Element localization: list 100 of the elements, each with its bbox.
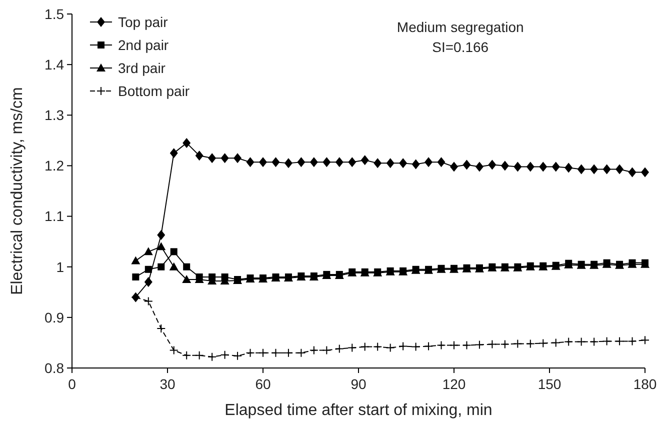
point: [424, 157, 433, 168]
point: [182, 350, 192, 360]
x-axis-title: Elapsed time after start of mixing, min: [224, 402, 492, 419]
point: [284, 348, 293, 358]
x-tick-label: 180: [633, 376, 657, 392]
point: [436, 340, 446, 350]
point: [272, 157, 280, 168]
point: [386, 343, 395, 352]
point: [246, 348, 255, 358]
point: [462, 340, 472, 350]
y-tick-label: 1.3: [44, 107, 64, 124]
point: [616, 164, 624, 174]
point: [220, 153, 229, 164]
point: [526, 162, 534, 172]
point: [310, 157, 318, 168]
point: [259, 157, 267, 168]
point: [450, 162, 458, 172]
point: [132, 273, 140, 280]
point: [335, 157, 344, 168]
point: [640, 336, 650, 345]
annotation: SI=0.166: [432, 39, 489, 55]
point: [170, 248, 178, 256]
x-tick-label: 120: [442, 376, 466, 392]
point: [208, 352, 217, 362]
point: [170, 148, 178, 158]
y-tick-label: 0.9: [44, 309, 64, 326]
y-tick-label: 1.1: [44, 208, 64, 224]
legend-label: 2nd pair: [118, 36, 169, 53]
y-tick-label: 1: [56, 258, 64, 275]
point: [488, 160, 496, 170]
point: [411, 342, 420, 352]
point: [386, 158, 394, 168]
point: [157, 230, 166, 240]
point: [500, 160, 509, 171]
point: [284, 158, 292, 168]
point: [628, 336, 637, 346]
point: [424, 342, 434, 351]
y-tick-label: 1.5: [44, 6, 64, 22]
x-tick-label: 60: [255, 376, 271, 392]
point: [334, 344, 344, 354]
point: [158, 263, 165, 270]
x-tick-label: 90: [350, 376, 366, 392]
point: [220, 350, 230, 360]
point: [539, 162, 548, 172]
y-tick-label: 1.4: [44, 56, 64, 72]
point: [194, 350, 204, 360]
point: [182, 275, 192, 283]
point: [348, 343, 357, 352]
x-tick-label: 0: [68, 376, 76, 392]
x-tick-label: 30: [160, 376, 176, 392]
point: [144, 266, 152, 273]
point: [602, 336, 612, 346]
point: [296, 348, 306, 358]
point: [398, 342, 408, 351]
point: [564, 337, 574, 346]
point: [450, 340, 458, 350]
point: [590, 337, 599, 346]
point: [488, 340, 497, 349]
legend-label: Top pair: [118, 14, 168, 30]
point: [590, 164, 598, 174]
point: [641, 167, 649, 178]
point: [552, 162, 560, 172]
point: [500, 340, 510, 349]
x-tick-label: 150: [538, 376, 562, 392]
annotation: Medium segregation: [396, 19, 524, 35]
point: [564, 162, 573, 173]
point: [169, 262, 178, 270]
point: [576, 337, 586, 346]
point: [526, 339, 535, 348]
point: [348, 157, 356, 168]
point: [538, 338, 548, 348]
point: [233, 351, 242, 360]
point: [309, 346, 318, 355]
point: [246, 157, 254, 168]
point: [131, 256, 140, 264]
point: [144, 277, 152, 288]
y-axis-title: Electrical conductivity, ms/cm: [9, 87, 26, 295]
point: [474, 340, 484, 350]
point: [437, 157, 446, 168]
point: [462, 160, 471, 170]
point: [551, 338, 560, 348]
point: [144, 247, 153, 256]
point: [156, 324, 166, 334]
point: [577, 164, 586, 174]
point: [208, 153, 216, 164]
point: [628, 167, 636, 178]
point: [615, 336, 624, 346]
point: [412, 159, 420, 170]
point: [297, 157, 306, 168]
point: [602, 164, 611, 174]
legend-label: Bottom pair: [118, 82, 190, 99]
y-tick-label: 1.2: [44, 158, 64, 174]
point: [144, 296, 153, 306]
point: [399, 158, 408, 168]
point: [156, 242, 166, 250]
point: [182, 138, 191, 148]
point: [271, 348, 280, 358]
point: [373, 342, 382, 352]
point: [514, 162, 522, 172]
point: [322, 346, 332, 355]
